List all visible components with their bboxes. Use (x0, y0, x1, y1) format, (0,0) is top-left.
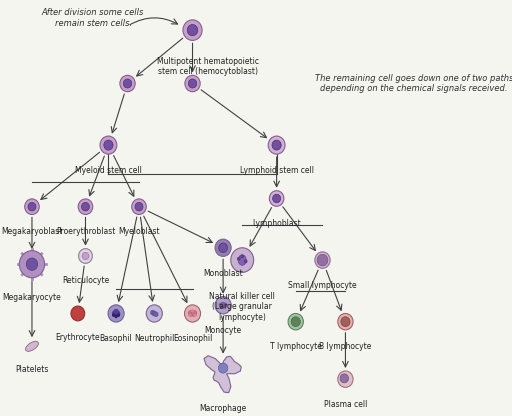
Text: Myeloblast: Myeloblast (118, 227, 160, 236)
Text: B lymphocyte: B lymphocyte (319, 342, 372, 351)
Circle shape (219, 363, 228, 373)
Text: Eosinophil: Eosinophil (173, 334, 212, 344)
Text: Multipotent hematopoietic
stem cell (hemocytoblast): Multipotent hematopoietic stem cell (hem… (157, 57, 259, 76)
Ellipse shape (219, 303, 227, 308)
Text: Natural killer cell
(Large granular
lymphocyte): Natural killer cell (Large granular lymp… (209, 292, 275, 322)
Text: Macrophage: Macrophage (200, 404, 247, 413)
Circle shape (341, 317, 350, 327)
Circle shape (115, 315, 117, 317)
Text: The remaining cell goes down one of two paths
depending on the chemical signals : The remaining cell goes down one of two … (315, 74, 512, 93)
Circle shape (19, 251, 45, 278)
Text: Small lymphocyte: Small lymphocyte (288, 281, 357, 290)
Circle shape (315, 252, 330, 268)
Circle shape (113, 314, 115, 316)
Text: Proerythroblast: Proerythroblast (56, 227, 115, 236)
Circle shape (338, 314, 353, 330)
Text: Lymphoblast: Lymphoblast (252, 219, 301, 228)
Circle shape (100, 136, 117, 154)
Text: Myeloid stem cell: Myeloid stem cell (75, 166, 142, 176)
Circle shape (291, 317, 301, 327)
Circle shape (135, 203, 143, 211)
Text: Monoblast: Monoblast (203, 269, 243, 278)
Circle shape (25, 199, 39, 215)
Text: Neutrophil: Neutrophil (134, 334, 175, 344)
Circle shape (188, 310, 194, 317)
Circle shape (151, 310, 155, 315)
Circle shape (114, 309, 118, 314)
Circle shape (191, 310, 194, 312)
Circle shape (288, 314, 304, 330)
Circle shape (188, 79, 197, 88)
Circle shape (184, 305, 201, 322)
Circle shape (183, 20, 202, 40)
Circle shape (317, 254, 328, 266)
Circle shape (71, 306, 84, 321)
Circle shape (81, 203, 90, 211)
Circle shape (112, 311, 117, 316)
Text: Erythrocyte: Erythrocyte (55, 333, 100, 342)
Circle shape (241, 255, 243, 258)
Circle shape (238, 258, 240, 260)
Text: Reticulocyte: Reticulocyte (62, 276, 109, 285)
Circle shape (26, 258, 38, 270)
Circle shape (215, 239, 231, 256)
Circle shape (104, 140, 113, 150)
Ellipse shape (26, 341, 38, 352)
Circle shape (268, 136, 285, 154)
Circle shape (118, 314, 119, 316)
Circle shape (115, 311, 120, 316)
Text: T lymphocyte: T lymphocyte (270, 342, 322, 351)
Circle shape (340, 374, 349, 383)
Circle shape (272, 194, 281, 203)
Text: Megakaryoblast: Megakaryoblast (2, 227, 62, 236)
Circle shape (191, 310, 197, 317)
Circle shape (194, 314, 196, 316)
Ellipse shape (238, 255, 246, 265)
Circle shape (189, 314, 191, 316)
Text: Megakaryocyte: Megakaryocyte (3, 293, 61, 302)
Text: Platelets: Platelets (15, 365, 49, 374)
Circle shape (338, 371, 353, 387)
Text: Plasma cell: Plasma cell (324, 400, 367, 409)
Circle shape (78, 199, 93, 215)
Circle shape (28, 203, 36, 211)
Circle shape (152, 311, 157, 316)
Circle shape (120, 75, 135, 92)
Circle shape (245, 260, 247, 262)
Circle shape (79, 249, 92, 263)
Circle shape (269, 191, 284, 206)
Text: Monocyte: Monocyte (204, 326, 242, 335)
Circle shape (108, 305, 124, 322)
Text: Basophil: Basophil (100, 334, 133, 344)
Circle shape (82, 252, 89, 260)
Circle shape (123, 79, 132, 88)
Circle shape (154, 312, 158, 317)
Text: After division some cells
remain stem cells.: After division some cells remain stem ce… (42, 8, 144, 27)
Circle shape (185, 75, 200, 92)
Circle shape (219, 243, 227, 253)
Circle shape (231, 248, 253, 272)
Circle shape (146, 305, 162, 322)
Circle shape (132, 199, 146, 215)
Text: Lymphoid stem cell: Lymphoid stem cell (240, 166, 314, 176)
Polygon shape (204, 356, 241, 393)
Circle shape (187, 25, 198, 36)
Circle shape (215, 297, 231, 314)
Circle shape (272, 140, 281, 150)
